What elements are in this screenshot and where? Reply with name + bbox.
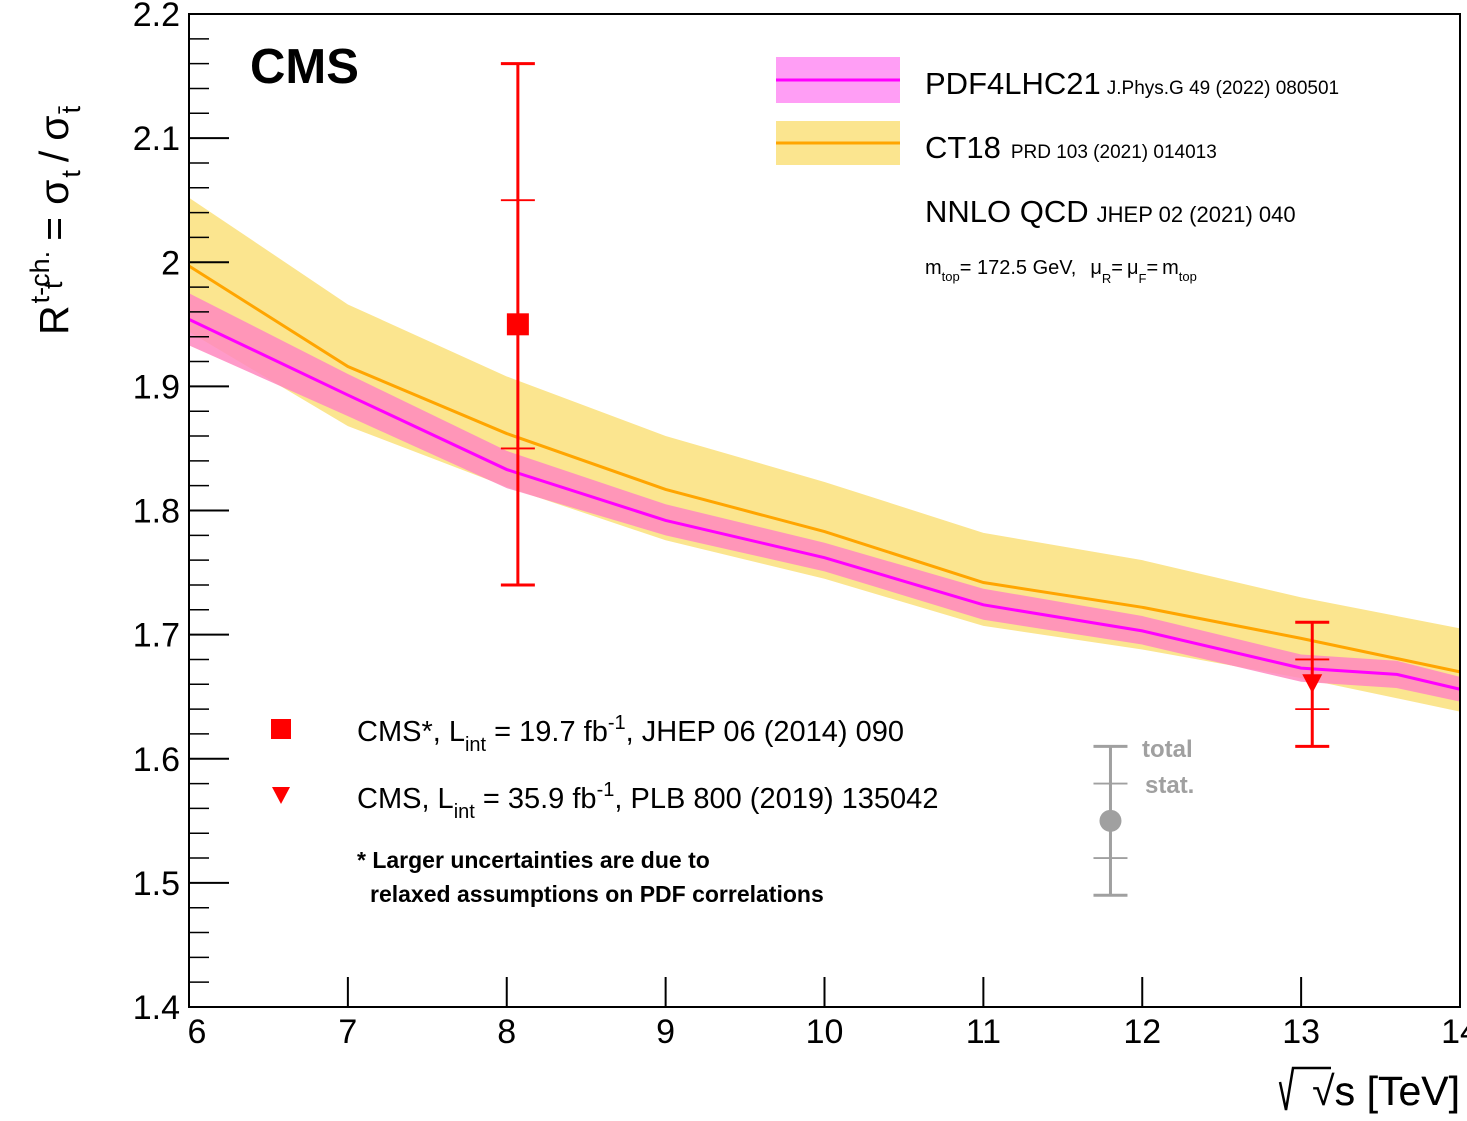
x-tick-label: 9 (656, 1013, 675, 1051)
ylabel-sigma1: σ (31, 180, 77, 205)
measurement-cms-2014-marker (506, 313, 529, 336)
measurement-points (500, 62, 1330, 897)
xlabel-text: √s [TeV] (1312, 1068, 1460, 1114)
y-tick-label: 2 (161, 244, 180, 282)
x-tick-label: 11 (966, 1013, 1001, 1051)
x-tick-label: 13 (1282, 1013, 1320, 1051)
x-tick-label: 10 (806, 1013, 844, 1051)
y-tick-label: 1.6 (133, 741, 180, 779)
measurement-legend: CMS*, Lint = 19.7 fb-1, JHEP 06 (2014) 0… (271, 712, 938, 907)
sqrt-sign (1278, 1066, 1331, 1111)
ylabel-sub2: t̄ (56, 105, 86, 114)
y-tick-label: 1.8 (133, 493, 180, 531)
footnote-line-1: * Larger uncertainties are due to (357, 847, 710, 873)
ylabel-slash: / (31, 150, 77, 162)
x-tick-label: 8 (497, 1013, 516, 1051)
band-pdf4lhc21 (189, 293, 1460, 702)
measurement-cms-2019-marker (1302, 674, 1323, 694)
legend-cms-2014-marker (271, 719, 291, 739)
ylabel-eq: = (31, 217, 77, 241)
y-tick-label: 2.2 (133, 0, 180, 34)
cms-label: CMS (250, 40, 359, 94)
legend-cms-2019-label: CMS, Lint = 35.9 fb-1, PLB 800 (2019) 13… (357, 779, 938, 823)
curve-pdf4lhc21 (188, 317, 1461, 691)
x-axis-label: √s [TeV] s [TeV] (1278, 1066, 1460, 1114)
band-ct18 (189, 197, 1460, 712)
theory-bands (189, 197, 1460, 712)
legend-cms-2019-marker (272, 787, 290, 804)
error-key-stat-label: stat. (1145, 772, 1194, 799)
legend-pdf4lhc21-label: PDF4LHC21 J.Phys.G 49 (2022) 080501 (925, 66, 1339, 101)
y-tick-label: 1.5 (133, 865, 180, 903)
axes: 6 7 8 9 10 11 12 13 14 1.4 1.5 1.6 1.7 1.8 1.9 2 2.1 2.2 (133, 0, 1467, 1051)
xlabel-display: s [TeV] (1335, 1068, 1460, 1114)
theory-legend: PDF4LHC21 J.Phys.G 49 (2022) 080501 CT18 P… (776, 57, 1339, 286)
y-tick-label: 2.1 (133, 120, 180, 158)
y-axis-label: Rt-ch.=σt/σt̄ t (25, 105, 86, 335)
x-tick-label: 12 (1123, 1013, 1161, 1051)
nnlo-label: NNLO QCD JHEP 02 (2021) 040 (925, 194, 1296, 229)
ylabel-sigma2: σ (31, 115, 77, 140)
y-tick-label: 1.7 (133, 617, 180, 655)
curve-ct18 (188, 264, 1461, 674)
error-key-marker (1099, 809, 1122, 832)
footnote-line-2: relaxed assumptions on PDF correlations (370, 881, 824, 907)
ylabel-r: R (31, 305, 77, 335)
svg-text:Rt-ch.=σt/σt̄: Rt-ch.=σt/σt̄ (25, 105, 86, 335)
y-tick-label: 1.4 (133, 989, 180, 1027)
x-tick-label: 7 (338, 1013, 357, 1051)
ylabel-sub-t: t (38, 281, 68, 289)
legend-ct18-label: CT18 PRD 103 (2021) 014013 (925, 130, 1217, 165)
error-key-total-label: total (1142, 736, 1193, 763)
y-tick-label: 1.9 (133, 368, 180, 406)
x-tick-label: 14 (1441, 1013, 1467, 1051)
ylabel-sub1: t (56, 170, 86, 178)
x-tick-label: 6 (188, 1013, 207, 1051)
mass-scale-label: mtop= 172.5 GeV, μR= μF= mtop (925, 257, 1197, 286)
legend-cms-2014-label: CMS*, Lint = 19.7 fb-1, JHEP 06 (2014) 0… (357, 712, 904, 756)
theory-curves (188, 264, 1461, 691)
ylabel-sup: t-ch. (25, 251, 55, 304)
